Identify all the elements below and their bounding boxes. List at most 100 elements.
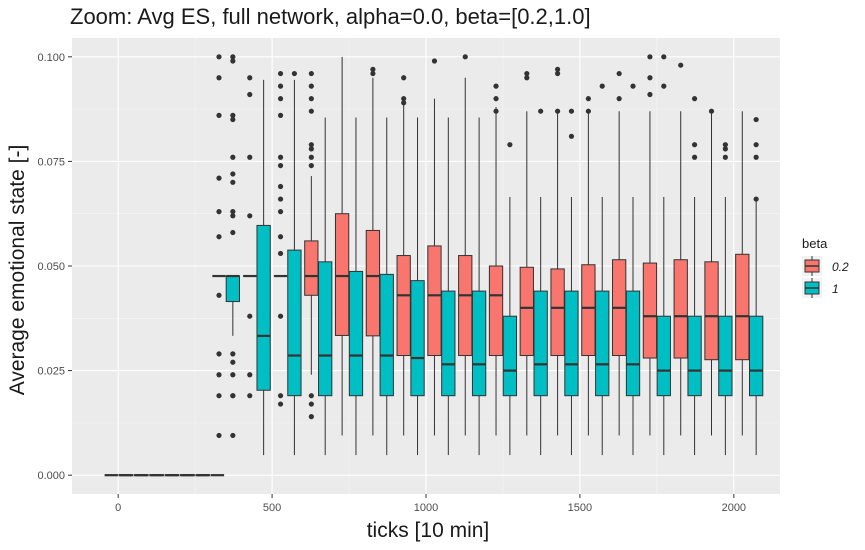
- outlier-point: [308, 393, 314, 399]
- x-tick-label: 2000: [722, 502, 746, 514]
- outlier-point: [216, 292, 222, 298]
- box-iqr: [488, 265, 504, 357]
- legend-label-0.2: 0.2: [832, 260, 849, 274]
- outlier-point: [493, 96, 499, 102]
- outlier-point: [230, 432, 236, 439]
- box-1-2050: [748, 116, 764, 456]
- legend-title: beta: [802, 236, 828, 251]
- outlier-point: [599, 83, 605, 89]
- box-0.2-1050: [427, 58, 442, 436]
- outlier-point: [247, 91, 253, 98]
- outlier-point: [230, 154, 236, 160]
- outlier-point: [753, 116, 759, 123]
- box-iqr: [458, 255, 473, 357]
- outlier-point: [230, 359, 236, 365]
- outlier-point: [401, 75, 407, 81]
- y-tick-label: 0.025: [37, 366, 65, 378]
- box-iqr: [256, 224, 271, 391]
- outlier-point: [230, 171, 236, 177]
- box-0.2-1750: [642, 54, 658, 436]
- outlier-point: [630, 83, 636, 89]
- box-iqr: [441, 290, 456, 397]
- x-axis: 0 500 1000 1500 2000: [115, 494, 746, 514]
- box-iqr: [365, 229, 381, 337]
- outlier-point: [585, 108, 591, 114]
- outlier-point: [691, 96, 698, 102]
- outlier-point: [401, 100, 407, 106]
- x-tick-label: 0: [115, 502, 121, 514]
- box-0.2-1150: [458, 54, 473, 436]
- outlier-point: [616, 96, 622, 102]
- outlier-point: [507, 142, 513, 148]
- outlier-point: [524, 70, 530, 77]
- outlier-point: [216, 393, 222, 399]
- outlier-point: [524, 75, 530, 81]
- outlier-point: [554, 66, 561, 72]
- box-iqr: [687, 315, 702, 397]
- outlier-point: [247, 213, 253, 219]
- outlier-point: [277, 96, 284, 102]
- box-0.2-850: [365, 66, 381, 436]
- outlier-point: [722, 142, 728, 148]
- outlier-point: [568, 108, 575, 114]
- y-tick-label: 0.100: [37, 52, 65, 64]
- box-iqr: [656, 315, 671, 397]
- outlier-point: [230, 54, 236, 60]
- box-0.2-1550: [581, 96, 596, 436]
- y-axis: 0.000 0.025 0.050 0.075 0.100: [37, 52, 72, 482]
- outlier-point: [691, 142, 698, 148]
- box-iqr: [519, 266, 534, 357]
- outlier-point: [247, 75, 253, 81]
- outlier-point: [277, 83, 284, 89]
- outlier-point: [370, 70, 376, 77]
- box-0.2-1850: [673, 62, 688, 436]
- box-iqr: [427, 245, 442, 357]
- outlier-point: [722, 146, 728, 152]
- outlier-point: [277, 393, 284, 399]
- outlier-point: [308, 162, 314, 169]
- outlier-point: [647, 54, 653, 60]
- legend-label-1: 1: [832, 282, 839, 296]
- outlier-point: [277, 234, 284, 240]
- box-0.2-350: [212, 54, 226, 439]
- box-iqr: [581, 264, 596, 357]
- box-1-1350: [533, 108, 548, 456]
- outlier-point: [277, 196, 284, 202]
- outlier-point: [277, 401, 284, 407]
- outlier-point: [753, 142, 759, 148]
- y-axis-title: Average emotional state [-]: [6, 145, 29, 396]
- box-1-1950: [718, 142, 733, 456]
- box-1-850: [379, 117, 394, 456]
- outlier-point: [216, 112, 222, 118]
- outlier-point: [753, 196, 759, 202]
- box-iqr: [502, 315, 518, 397]
- outlier-point: [308, 83, 314, 89]
- box-iqr: [471, 290, 487, 397]
- legend: beta 0.2 1: [802, 236, 849, 298]
- outlier-point: [216, 209, 222, 215]
- outlier-point: [370, 66, 376, 72]
- outlier-point: [647, 75, 653, 81]
- box-0.2-2050: [735, 111, 750, 436]
- box-0.2-750: [334, 56, 350, 436]
- outlier-point: [216, 75, 222, 81]
- box-iqr: [748, 315, 764, 397]
- outlier-point: [308, 96, 314, 102]
- box-0.2-650: [304, 70, 319, 420]
- outlier-point: [247, 393, 253, 399]
- outlier-point: [462, 54, 468, 60]
- outlier-point: [277, 162, 284, 169]
- outlier-point: [230, 393, 236, 399]
- outlier-point: [277, 112, 284, 118]
- box-iqr: [225, 275, 240, 303]
- box-iqr: [379, 273, 394, 397]
- outlier-point: [308, 70, 314, 77]
- outlier-point: [277, 154, 284, 160]
- box-0.2-1350: [519, 70, 534, 436]
- x-tick-label: 1000: [414, 502, 438, 514]
- box-1-750: [348, 117, 364, 456]
- box-0.2-1450: [550, 66, 565, 436]
- outlier-point: [277, 209, 284, 215]
- legend-key-0.2: [802, 256, 822, 276]
- box-iqr: [704, 261, 719, 361]
